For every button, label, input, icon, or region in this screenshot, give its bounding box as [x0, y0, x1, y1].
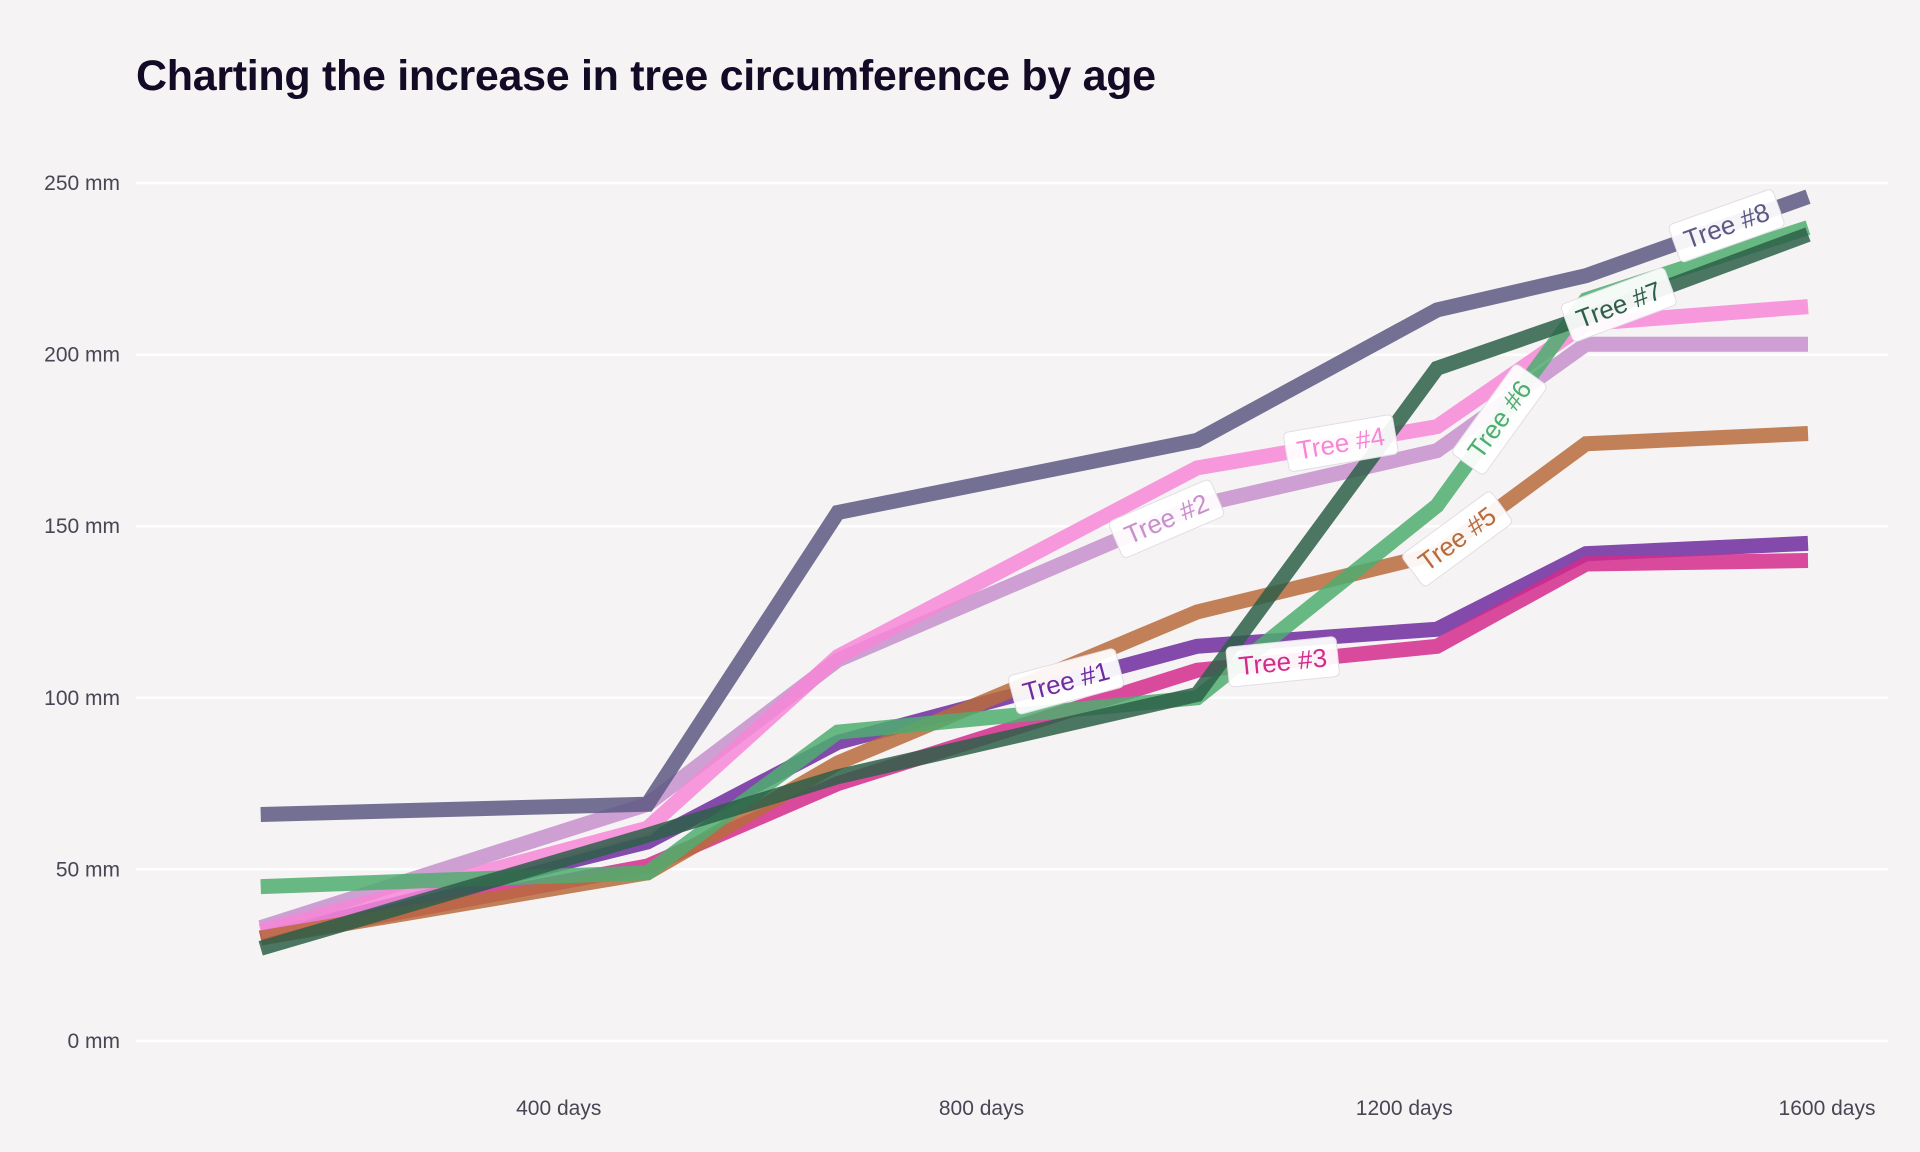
series-label-background	[1560, 267, 1677, 342]
y-tick-label: 100 mm	[44, 687, 120, 710]
x-tick-label: 800 days	[939, 1097, 1024, 1120]
series-line-tree-2	[258, 336, 1808, 935]
x-tick-label: 1600 days	[1779, 1097, 1876, 1120]
chart-title: Charting the increase in tree circumfere…	[136, 52, 1156, 100]
series-label-tree-5: Tree #5	[1402, 491, 1513, 587]
series-line-tree-4	[258, 299, 1809, 939]
series-label-background	[1402, 491, 1513, 587]
series-label-tree-3: Tree #3	[1225, 636, 1340, 688]
series-label-background	[1452, 364, 1547, 475]
series-label-background	[1668, 189, 1785, 263]
series-line-tree-8	[260, 189, 1811, 822]
series-label-background	[1225, 636, 1340, 688]
x-tick-label: 400 days	[516, 1097, 601, 1120]
series-label-background	[1108, 479, 1225, 558]
y-tick-label: 0 mm	[68, 1030, 121, 1053]
series-label-background	[1283, 414, 1399, 472]
y-tick-label: 200 mm	[44, 344, 120, 367]
series-label-background	[1008, 648, 1125, 715]
y-tick-label: 150 mm	[44, 515, 120, 538]
y-tick-label: 50 mm	[56, 858, 120, 881]
series-label-tree-4: Tree #4	[1283, 414, 1399, 472]
y-tick-label: 250 mm	[44, 172, 120, 195]
x-tick-label: 1200 days	[1356, 1097, 1453, 1120]
